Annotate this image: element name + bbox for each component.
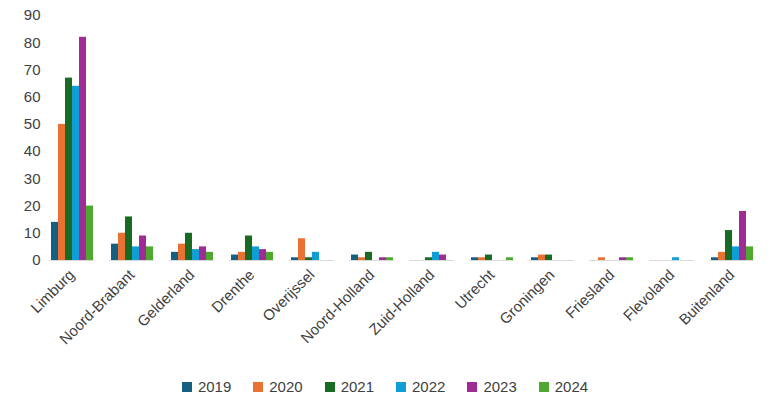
svg-text:Overijssel: Overijssel (259, 266, 318, 325)
html-text:2019: 2019 (197, 378, 232, 395)
svg-text:Buitenland: Buitenland (675, 266, 737, 328)
svg-text:80: 80 (24, 34, 41, 51)
svg-text:Limburg: Limburg (27, 266, 77, 316)
svg-text:60: 60 (24, 88, 41, 105)
svg-text:Drenthe: Drenthe (208, 266, 258, 316)
html-text:2021: 2021 (340, 378, 374, 395)
svg-text:Noord-Brabant: Noord-Brabant (56, 265, 138, 347)
html-text:2020: 2020 (269, 378, 303, 395)
svg-text:Friesland: Friesland (562, 266, 618, 322)
svg-text:50: 50 (24, 115, 41, 132)
html-text:2022: 2022 (412, 378, 446, 395)
svg-text:90: 90 (24, 6, 41, 23)
html-text:2023: 2023 (483, 378, 517, 395)
svg-text:Utrecht: Utrecht (451, 265, 498, 312)
svg-text:Flevoland: Flevoland (619, 266, 677, 324)
svg-text:Gelderland: Gelderland (134, 266, 198, 330)
svg-text:10: 10 (24, 224, 41, 241)
svg-text:Zuid-Holland: Zuid-Holland (365, 266, 437, 338)
svg-text:40: 40 (24, 142, 41, 159)
svg-text:30: 30 (24, 170, 41, 187)
svg-text:Noord-Holland: Noord-Holland (297, 266, 377, 346)
svg-text:70: 70 (24, 61, 41, 78)
svg-text:20: 20 (24, 197, 41, 214)
svg-text:Groningen: Groningen (496, 266, 558, 328)
html-text:2024: 2024 (554, 378, 589, 395)
svg-text:0: 0 (32, 251, 40, 268)
